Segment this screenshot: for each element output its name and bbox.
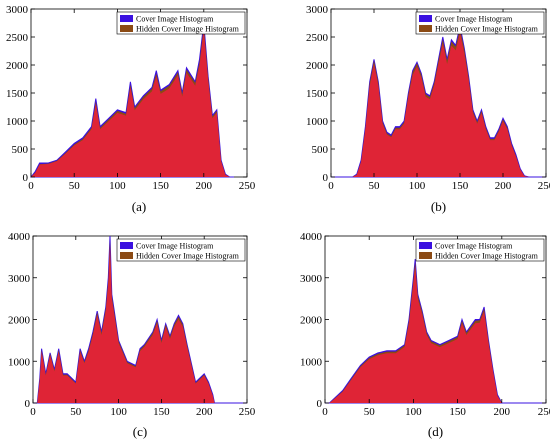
panel-label: (a) [132,199,146,214]
y-tick-label: 2000 [6,60,29,72]
x-tick-label: 0 [328,180,334,192]
x-tick-label: 150 [152,180,169,192]
x-tick-label: 250 [538,180,550,192]
legend-swatch-cover [120,15,133,22]
legend-swatch-hidden [419,252,432,259]
chart-panel-1: 0 50 100 150 200 250050010001500200025003000C… [6,4,256,214]
x-tick-label: 150 [449,406,466,418]
x-tick-label: 150 [452,180,469,192]
legend-label-cover: Cover Image Histogram [435,15,513,24]
legend-label-hidden: Hidden Cover Image Histogram [136,25,240,34]
y-tick-label: 4000 [8,231,31,243]
legend-swatch-hidden [120,252,133,259]
y-tick-label: 3000 [306,4,329,16]
x-tick-label: 0 [30,406,36,418]
series-overlap-area [33,245,247,403]
legend-swatch-cover [419,15,432,22]
x-tick-label: 0 [28,180,34,192]
x-tick-label: 250 [239,180,256,192]
legend-box [116,11,246,35]
y-tick-label: 3000 [6,4,29,16]
y-tick-label: 0 [25,398,31,410]
legend-label-cover: Cover Image Histogram [136,15,214,24]
y-tick-label: 2000 [306,60,329,72]
x-tick-label: 100 [109,180,126,192]
legend-swatch-hidden [120,25,133,32]
chart-panel-2: 050100150200250050010001500200025003000C… [306,4,550,214]
x-tick-label: 50 [69,180,81,192]
x-tick-label: 200 [196,180,213,192]
x-tick-label: 150 [153,406,170,418]
y-tick-label: 3000 [300,273,323,285]
y-tick-label: 500 [312,144,329,156]
chart-panel-3: 0 50 100 150 200 250 0 1000 2000 3000 4000 Cover Im… [8,231,256,439]
x-tick-label: 200 [196,406,213,418]
y-tick-label: 1000 [306,116,329,128]
y-tick-label: 2500 [306,32,329,44]
y-tick-label: 3000 [8,273,31,285]
y-tick-label: 2000 [300,315,323,327]
series-overlap-area [331,33,546,177]
x-tick-label: 250 [239,406,256,418]
legend-box [116,238,246,262]
x-tick-label: 50 [369,180,381,192]
y-tick-label: 1500 [306,88,329,100]
series-overlap-area [31,30,234,177]
x-tick-label: 100 [409,180,426,192]
y-tick-label: 0 [323,172,329,184]
legend-label-cover: Cover Image Histogram [136,242,214,251]
x-tick-label: 250 [538,406,550,418]
y-tick-label: 1500 [6,88,29,100]
y-tick-label: 2500 [6,32,29,44]
legend-swatch-hidden [419,25,432,32]
y-tick-label: 500 [12,144,29,156]
panel-label: (b) [431,199,446,214]
legend-label-cover: Cover Image Histogram [435,242,513,251]
y-tick-label: 1000 [6,116,29,128]
y-tick-label: 1000 [8,356,31,368]
legend-label-hidden: Hidden Cover Image Histogram [136,252,240,261]
panel-label: (c) [133,424,147,439]
y-tick-label: 2000 [8,315,31,327]
legend-box [415,238,545,262]
legend-label-hidden: Hidden Cover Image Histogram [435,252,539,261]
x-tick-label: 100 [405,406,422,418]
y-tick-label: 0 [23,172,29,184]
chart-panel-4: 0 50 100 150 200 250 0 1000 2000 3000 4000 Cover Im… [300,231,550,439]
y-tick-label: 1000 [300,356,323,368]
x-tick-label: 50 [70,406,82,418]
x-tick-label: 200 [494,406,511,418]
y-tick-label: 0 [317,398,323,410]
x-tick-label: 0 [322,406,328,418]
legend-swatch-cover [419,242,432,249]
panel-label: (d) [428,424,443,439]
legend-swatch-cover [120,242,133,249]
x-tick-label: 200 [495,180,512,192]
y-tick-label: 4000 [300,231,323,243]
legend-box [415,11,545,35]
legend-label-hidden: Hidden Cover Image Histogram [435,25,539,34]
x-tick-label: 50 [364,406,376,418]
series-overlap-area [325,266,546,403]
x-tick-label: 100 [110,406,127,418]
